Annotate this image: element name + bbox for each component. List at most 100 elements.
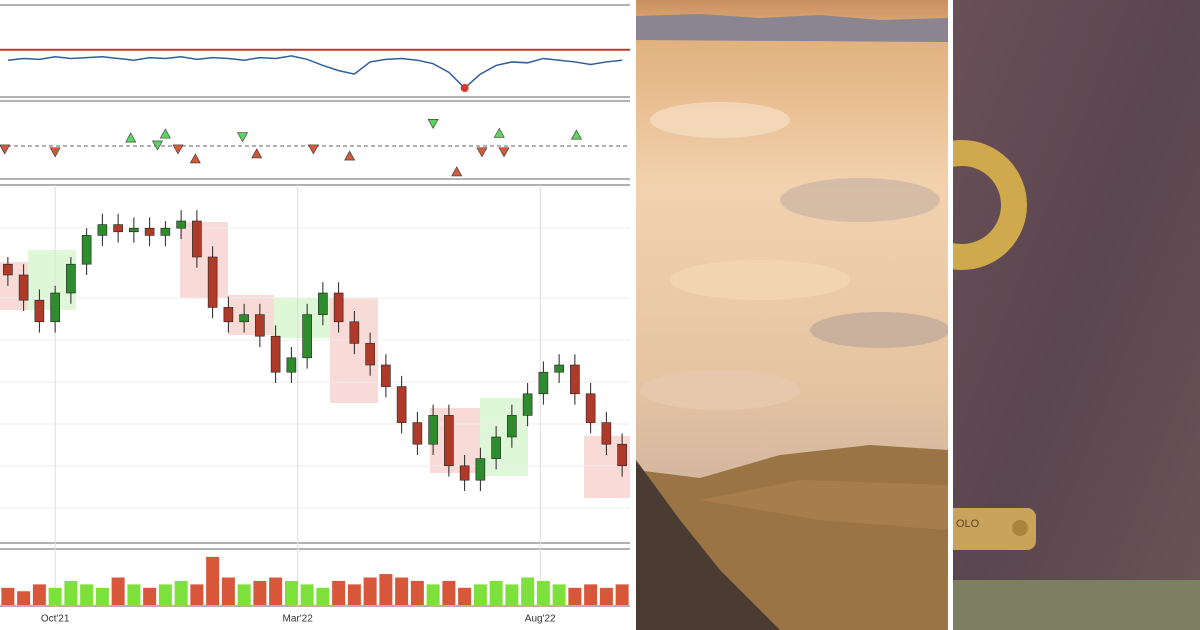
volume-bar: [221, 577, 235, 605]
volume-bar: [127, 584, 141, 605]
volume-bar: [536, 580, 550, 605]
candle-body: [176, 220, 186, 229]
candle-body: [475, 458, 486, 481]
signal-marker: [237, 132, 249, 143]
signal-marker: [498, 147, 510, 158]
x-tick-label: Mar'22: [283, 614, 314, 625]
signal-marker: [159, 128, 171, 139]
candle-body: [192, 220, 202, 258]
volume-bar: [174, 580, 188, 605]
candle-body: [207, 256, 218, 308]
volume-bar: [17, 591, 31, 605]
volume-bar: [521, 577, 535, 605]
candle-body: [554, 364, 564, 373]
candle-body: [18, 274, 29, 301]
volume-bar: [237, 584, 251, 605]
volume-bar: [458, 587, 472, 605]
signal-marker: [451, 166, 463, 177]
candle-body: [302, 314, 312, 359]
volume-bar: [442, 580, 456, 605]
volume-bar: [316, 587, 330, 605]
volume-bar: [505, 584, 519, 605]
volume-bar: [568, 587, 582, 605]
candle-body: [522, 393, 533, 416]
candle-body: [129, 227, 139, 233]
candle-body: [538, 371, 549, 395]
volume-bar: [143, 587, 157, 605]
candle-body: [255, 314, 265, 337]
x-tick-label: Oct'21: [41, 614, 70, 625]
candle-body: [349, 321, 360, 344]
candle-body: [34, 299, 45, 323]
volume-bar: [64, 580, 78, 605]
chart-layer: Oct'21 Mar'22 Aug'22: [0, 48, 630, 625]
volume-bar: [599, 587, 613, 605]
candle-body: [113, 224, 123, 233]
candle-body: [160, 227, 171, 236]
signal-marker: [0, 144, 11, 155]
brass-photo: OLO: [953, 0, 1200, 630]
volume-bar: [80, 584, 94, 605]
candle-body: [270, 335, 281, 373]
volume-bar: [1, 587, 15, 605]
volume-bar: [615, 584, 629, 605]
signal-marker: [570, 129, 582, 140]
candle-body: [66, 263, 76, 294]
signal-marker: [172, 144, 184, 155]
candle-body: [396, 386, 407, 423]
x-tick-label: Aug'22: [525, 614, 556, 625]
volume-bar: [206, 556, 220, 605]
candle-body: [459, 465, 470, 481]
volume-bar: [426, 584, 440, 605]
signal-marker: [427, 119, 439, 129]
candle-body: [585, 393, 596, 423]
volume-bar: [300, 584, 314, 605]
candle-body: [570, 364, 580, 395]
candle-body: [412, 422, 423, 445]
panel-borders: [0, 4, 630, 607]
volume-bar: [584, 584, 598, 605]
oscillator-line: [7, 55, 623, 90]
signal-marker: [307, 144, 319, 155]
candle-body: [97, 224, 108, 236]
candle-body: [286, 357, 297, 373]
chart-bg: [0, 0, 632, 630]
volume-bar: [473, 584, 487, 605]
volume-bar: [48, 587, 62, 605]
cloud-photo: [636, 0, 950, 630]
volume-bar: [95, 587, 109, 605]
candle-body: [444, 415, 454, 467]
candle-body: [601, 422, 612, 445]
candle-body: [239, 314, 249, 323]
volume-bar: [269, 577, 283, 605]
volume-bar: [190, 584, 204, 605]
plate-text: OLO: [956, 518, 980, 530]
volume-bar: [363, 577, 377, 605]
highlight-point: [460, 84, 469, 93]
volume-bar: [284, 580, 298, 605]
candle-body: [507, 415, 517, 438]
volume-bar: [253, 580, 267, 605]
candle-body: [3, 263, 13, 276]
candle-body: [50, 292, 60, 323]
signal-marker: [49, 147, 61, 158]
candle-body: [318, 292, 328, 315]
volume-bar: [158, 584, 172, 605]
signal-marker: [125, 132, 137, 143]
volume-bar: [489, 580, 503, 605]
candle-body: [365, 343, 375, 366]
signal-marker: [251, 148, 263, 159]
candle-body: [144, 227, 155, 236]
signal-marker: [493, 127, 505, 138]
volume-bar: [395, 577, 409, 605]
signal-marker: [189, 153, 201, 164]
volume-bar: [410, 580, 424, 605]
volume-bar: [347, 584, 361, 605]
candle-body: [223, 307, 234, 323]
signal-marker: [344, 150, 356, 161]
volume-bar: [379, 574, 393, 605]
signal-marker: [151, 140, 164, 151]
candle-body: [81, 235, 92, 265]
candle-body: [428, 415, 438, 445]
